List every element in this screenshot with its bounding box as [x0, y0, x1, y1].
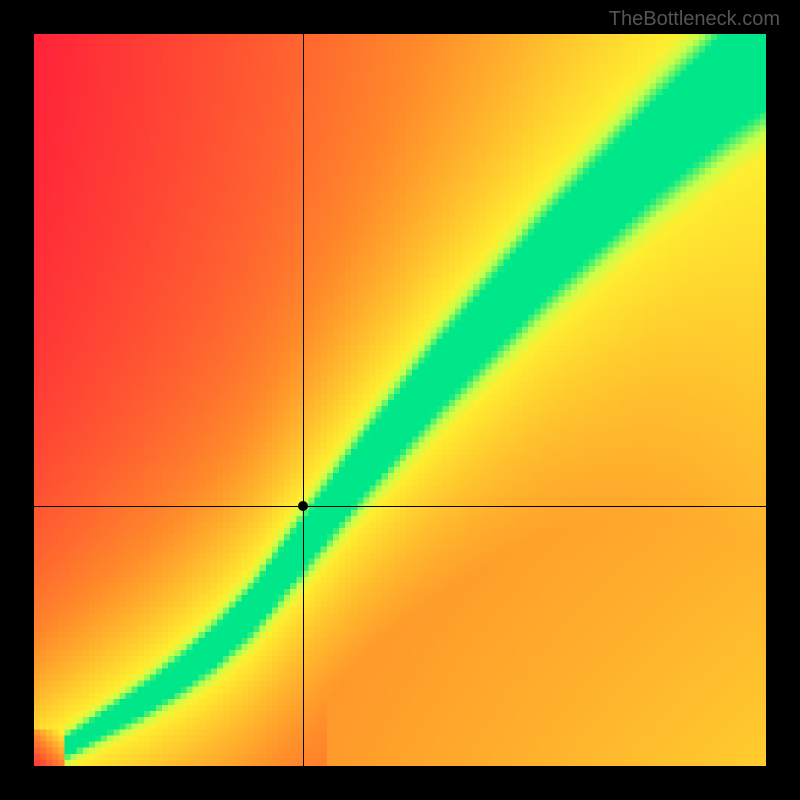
crosshair-vertical — [303, 34, 304, 766]
watermark-text: TheBottleneck.com — [609, 8, 780, 31]
heatmap-canvas — [34, 34, 766, 766]
crosshair-horizontal — [34, 506, 766, 507]
plot-area — [34, 34, 766, 766]
selection-marker — [298, 501, 308, 511]
